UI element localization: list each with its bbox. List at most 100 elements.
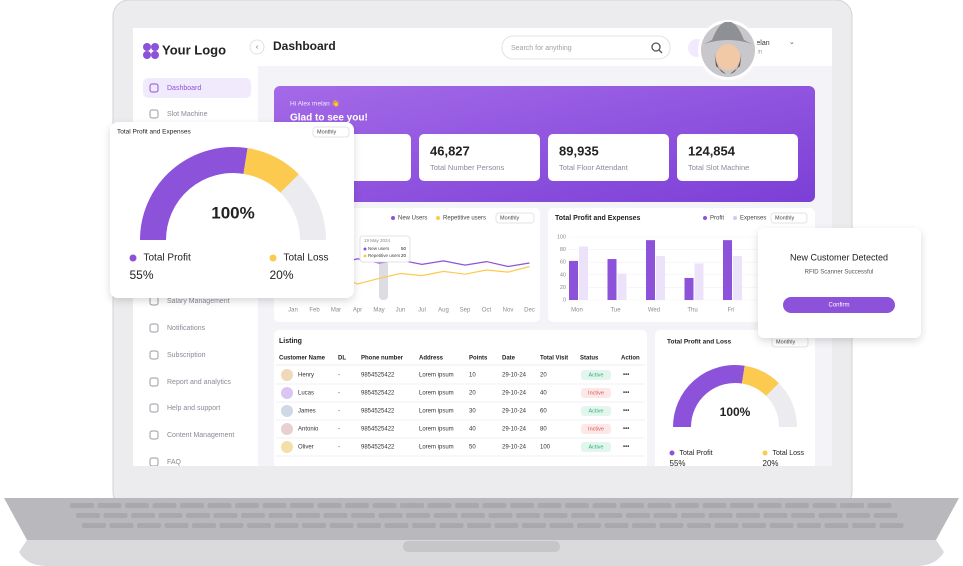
- status-label: Inctive: [588, 390, 604, 396]
- action-menu[interactable]: •••: [623, 427, 629, 433]
- keyboard: [70, 503, 904, 528]
- x-tick-label: Fri: [728, 308, 735, 314]
- table-cell: 29-10-24: [502, 427, 527, 433]
- collapse-button[interactable]: [249, 39, 265, 55]
- sidebar-item[interactable]: Dashboard: [167, 85, 201, 92]
- tooltip-label: Repetitive users: [368, 253, 401, 258]
- gauge-title: Total Profit and Expenses: [117, 129, 191, 136]
- status-pill: [581, 370, 611, 380]
- table-cell: Lorem ipsum: [419, 391, 454, 397]
- key: [659, 523, 684, 528]
- action-menu[interactable]: •••: [623, 409, 629, 415]
- search-box[interactable]: [501, 35, 671, 60]
- bar: [694, 263, 704, 300]
- popup-message: RFID Scanner Successful: [805, 270, 874, 276]
- key: [262, 503, 287, 508]
- key: [241, 513, 265, 518]
- key: [427, 503, 452, 508]
- customer-avatar: [281, 405, 293, 417]
- y-tick-label: 80: [560, 247, 566, 253]
- x-tick-label: Mon: [571, 308, 583, 314]
- table-cell: 9854525422: [361, 445, 395, 451]
- table-cell: 30: [469, 409, 476, 415]
- key: [207, 503, 232, 508]
- sidebar-item[interactable]: FAQ: [167, 459, 182, 466]
- status-pill: [581, 388, 611, 398]
- key: [70, 503, 94, 508]
- sidebar-icon: [149, 83, 159, 93]
- tooltip-label: New users: [368, 246, 390, 251]
- table-cell: 29-10-24: [502, 409, 527, 415]
- key: [543, 513, 568, 518]
- sidebar-item[interactable]: Subscription: [167, 352, 206, 359]
- gauge-title: Total Profit and Loss: [667, 339, 732, 346]
- table-cell: -: [338, 427, 340, 433]
- period-dropdown[interactable]: [770, 212, 808, 224]
- period-dropdown[interactable]: [495, 212, 535, 224]
- status-pill: [581, 406, 611, 416]
- sidebar-item[interactable]: Slot Machine: [167, 111, 208, 118]
- key: [125, 503, 149, 508]
- key: [317, 503, 342, 508]
- sidebar-item[interactable]: Report and analytics: [167, 379, 231, 386]
- column-header: Phone number: [361, 356, 404, 362]
- sidebar-item[interactable]: Salary Management: [167, 298, 230, 305]
- sidebar-icon: [149, 430, 159, 440]
- sidebar-item[interactable]: Content Management: [167, 432, 234, 439]
- popup-title: New Customer Detected: [790, 252, 888, 262]
- key: [192, 523, 216, 528]
- table-cell: Lucas: [298, 391, 314, 397]
- table-cell: 60: [540, 409, 547, 415]
- confirm-button[interactable]: [783, 297, 895, 313]
- period-dropdown[interactable]: [312, 126, 350, 138]
- table-cell: Lorem ipsum: [419, 409, 454, 415]
- table-cell: 9854525422: [361, 409, 395, 415]
- key: [604, 523, 629, 528]
- key: [439, 523, 464, 528]
- table-cell: 50: [469, 445, 476, 451]
- legend-dot: [391, 216, 395, 220]
- legend-value: 55%: [670, 459, 686, 468]
- key: [840, 503, 864, 508]
- key: [274, 523, 299, 528]
- listing-card: [274, 330, 647, 466]
- key: [592, 503, 617, 508]
- key: [632, 523, 656, 528]
- bar: [733, 255, 742, 300]
- key: [406, 513, 430, 518]
- bar-chart-title: Total Profit and Expenses: [555, 215, 641, 222]
- sidebar-item[interactable]: Notifications: [167, 325, 206, 332]
- key: [791, 513, 815, 518]
- sidebar-icon: [149, 109, 159, 119]
- collapse-icon: ‹: [256, 44, 259, 51]
- table-cell: -: [338, 373, 340, 379]
- y-tick-label: 40: [560, 272, 566, 278]
- legend-label: New Users: [398, 216, 427, 222]
- table-cell: Lorem ipsum: [419, 373, 454, 379]
- table-cell: James: [298, 409, 316, 415]
- action-menu[interactable]: •••: [623, 373, 629, 379]
- status-pill: [581, 424, 611, 434]
- key: [647, 503, 672, 508]
- action-menu[interactable]: •••: [623, 445, 629, 451]
- column-header: Action: [621, 356, 640, 362]
- customer-avatar: [281, 423, 293, 435]
- tooltip-value: 20: [401, 253, 407, 258]
- key: [247, 523, 271, 528]
- sidebar-item[interactable]: Help and support: [167, 405, 220, 412]
- legend-label: Total Profit: [680, 450, 713, 457]
- key: [103, 513, 128, 518]
- key: [461, 513, 485, 518]
- sidebar-icon: [149, 350, 159, 360]
- y-tick-label: 0: [563, 297, 566, 303]
- action-menu[interactable]: •••: [623, 391, 629, 397]
- stat-label: Total Slot Machine: [688, 163, 749, 172]
- table-cell: -: [338, 391, 340, 397]
- stat-card: [548, 134, 669, 181]
- page-title: Dashboard: [273, 39, 336, 53]
- key: [702, 503, 727, 508]
- legend-dot: [733, 216, 737, 220]
- stat-value: 124,854: [688, 143, 736, 158]
- column-header: Status: [580, 356, 599, 362]
- user-menu-caret[interactable]: ⌄: [789, 39, 795, 46]
